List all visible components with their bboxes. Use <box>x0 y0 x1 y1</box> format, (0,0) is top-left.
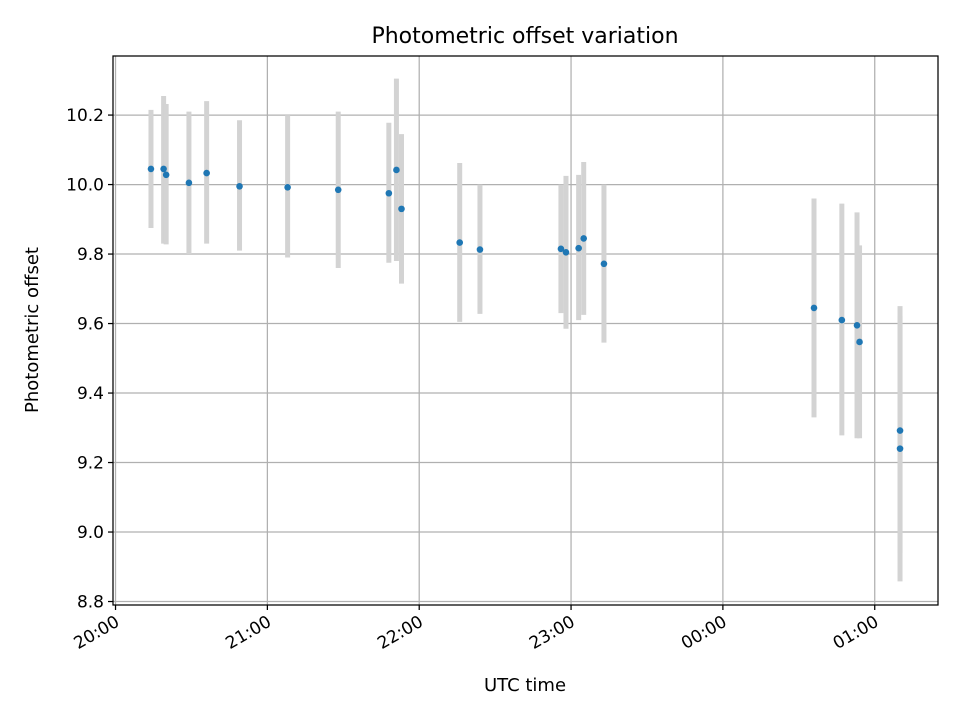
plot-area <box>113 56 938 605</box>
data-point <box>562 249 570 256</box>
y-tick-label: 9.0 <box>77 523 104 543</box>
y-tick-label: 10.2 <box>66 106 104 126</box>
data-point <box>476 246 484 253</box>
data-point <box>853 321 861 329</box>
data-point <box>575 244 582 252</box>
data-point <box>162 171 170 179</box>
y-tick-label: 10.0 <box>66 176 104 196</box>
grid <box>113 56 938 605</box>
y-axis-label: Photometric offset <box>22 247 43 413</box>
data-point <box>393 166 400 174</box>
y-tick-label: 9.6 <box>77 315 104 335</box>
data-point <box>236 183 243 190</box>
data-point <box>456 239 464 246</box>
data-point <box>203 169 210 177</box>
data-point <box>557 245 565 253</box>
y-tick-label: 9.4 <box>77 384 104 404</box>
x-axis-label: UTC time <box>484 675 566 696</box>
data-point <box>334 186 342 194</box>
y-tick-label: 9.2 <box>77 454 104 474</box>
data-point <box>896 427 904 434</box>
data-point <box>856 338 863 346</box>
data-point <box>600 260 608 268</box>
plot-frame <box>112 55 939 606</box>
data-points <box>147 165 904 452</box>
data-point <box>160 165 167 173</box>
data-point <box>284 184 291 191</box>
y-tick-label: 9.8 <box>77 245 104 265</box>
data-point <box>185 179 193 187</box>
data-point <box>385 189 393 197</box>
data-point <box>580 235 588 242</box>
data-point <box>147 165 155 173</box>
data-point <box>810 304 818 312</box>
data-point <box>838 316 846 324</box>
chart-title: Photometric offset variation <box>371 24 678 49</box>
y-axis-ticks: 8.8 9.0 9.2 9.4 9.6 9.8 10.0 10.2 <box>66 106 113 613</box>
y-tick-label: 8.8 <box>77 593 104 613</box>
data-point <box>398 205 405 213</box>
data-point <box>896 445 904 452</box>
